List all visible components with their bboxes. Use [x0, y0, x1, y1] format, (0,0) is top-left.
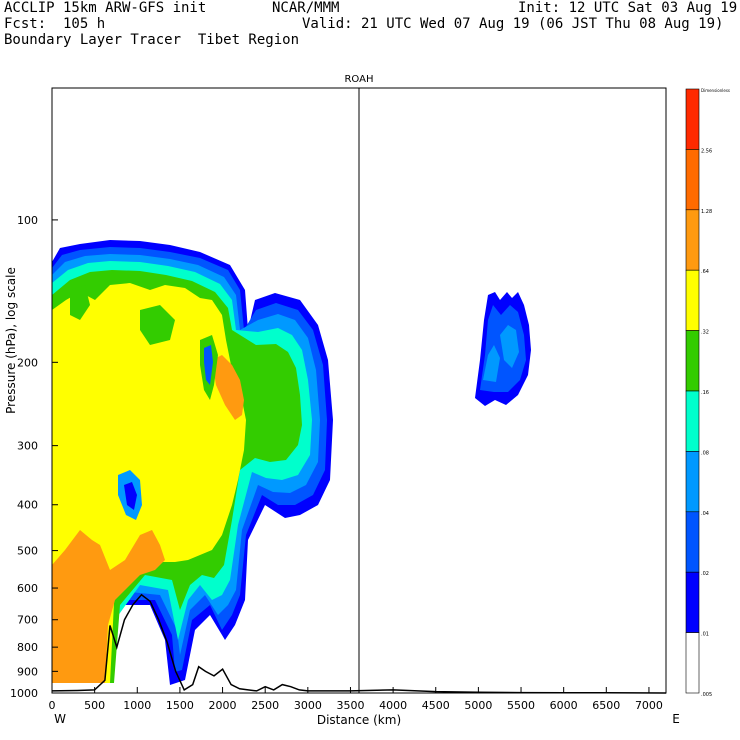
x-tick-label: 5000 [464, 699, 492, 712]
y-tick-label: 500 [17, 545, 38, 558]
legend-level-label: .08 [701, 450, 709, 456]
contour-level-18 [500, 325, 519, 368]
legend-swatch [685, 511, 700, 573]
x-tick-label: 1500 [166, 699, 194, 712]
x-end-label-east: E [672, 712, 680, 726]
legend-swatch [685, 571, 700, 633]
color-legend: Dimensionless 2.56 1.28 .64 .32 .16 .08 .04 .02.… [685, 88, 730, 698]
header-init-time: Init: 12 UTC Sat 03 Aug 19 [518, 0, 738, 16]
contour-level-08 [212, 355, 244, 420]
y-tick-label: 700 [17, 614, 38, 627]
legend-level-label: .04 [701, 511, 709, 517]
header-valid-time: Valid: 21 UTC Wed 07 Aug 19 (06 JST Thu … [302, 16, 724, 32]
y-axis-label: Pressure (hPa), log scale [4, 267, 18, 414]
contour-level-14 [140, 305, 175, 345]
legend-level-label: .02 [701, 571, 709, 577]
contour-level-17 [483, 345, 500, 382]
legend-swatch [685, 209, 700, 271]
contour-level-07 [52, 530, 165, 683]
x-tick-label: 2500 [251, 699, 279, 712]
legend-swatch [685, 330, 700, 392]
header-org: NCAR/MMM [272, 0, 340, 16]
legend-level-label: .16 [701, 390, 709, 396]
legend-level-label: .32 [701, 330, 709, 336]
y-tick-label: 200 [17, 356, 38, 369]
legend-level-label: .01 [701, 632, 709, 638]
y-tick-label: 600 [17, 582, 38, 595]
tracer-contours [52, 240, 531, 685]
x-tick-label: 7000 [635, 699, 663, 712]
plot-frame [51, 87, 667, 694]
legend-level-label: 1.28 [701, 209, 712, 215]
x-tick-label: 5500 [507, 699, 535, 712]
legend-swatch [685, 632, 700, 694]
legend-swatch [685, 269, 700, 331]
x-end-label-west: W [54, 712, 66, 726]
legend-swatch [685, 390, 700, 452]
header-title: ACCLIP 15km ARW-GFS init [4, 0, 207, 16]
x-tick-label: 3000 [294, 699, 322, 712]
x-tick-label: 1000 [123, 699, 151, 712]
y-tick-label: 1000 [10, 687, 38, 700]
legend-swatch [685, 88, 700, 150]
x-axis-label: Distance (km) [317, 713, 401, 727]
legend-swatch [685, 149, 700, 211]
y-tick-label: 400 [17, 499, 38, 512]
legend-level-label: .64 [701, 269, 709, 275]
header-field-name: Boundary Layer Tracer Tibet Region [4, 32, 300, 48]
x-tick-label: 0 [49, 699, 56, 712]
x-tick-label: 6000 [550, 699, 578, 712]
contour-level-12 [124, 482, 137, 510]
contour-level-10 [204, 345, 213, 385]
chart-title: ROAH [344, 74, 373, 85]
x-tick-label: 500 [84, 699, 105, 712]
axes-layer: ROAH 0 500 1000 1500 2000 2500 3000 3500 4000 4500… [4, 74, 680, 727]
legend-level-label: .005 [701, 692, 712, 698]
y-tick-label: 800 [17, 641, 38, 654]
legend-level-label: 2.56 [701, 148, 712, 154]
x-tick-label: 4000 [379, 699, 407, 712]
y-tick-label: 300 [17, 440, 38, 453]
x-tick-label: 6500 [592, 699, 620, 712]
x-tick-label: 4500 [422, 699, 450, 712]
y-tick-label: 100 [17, 214, 38, 227]
y-tick-label: 900 [17, 665, 38, 678]
legend-level-label: Dimensionless [701, 88, 730, 93]
x-tick-label: 2000 [209, 699, 237, 712]
header-forecast-hour: Fcst: 105 h [4, 16, 106, 32]
x-tick-label: 3500 [336, 699, 364, 712]
contour-level-13 [70, 285, 90, 320]
legend-swatch [685, 451, 700, 513]
